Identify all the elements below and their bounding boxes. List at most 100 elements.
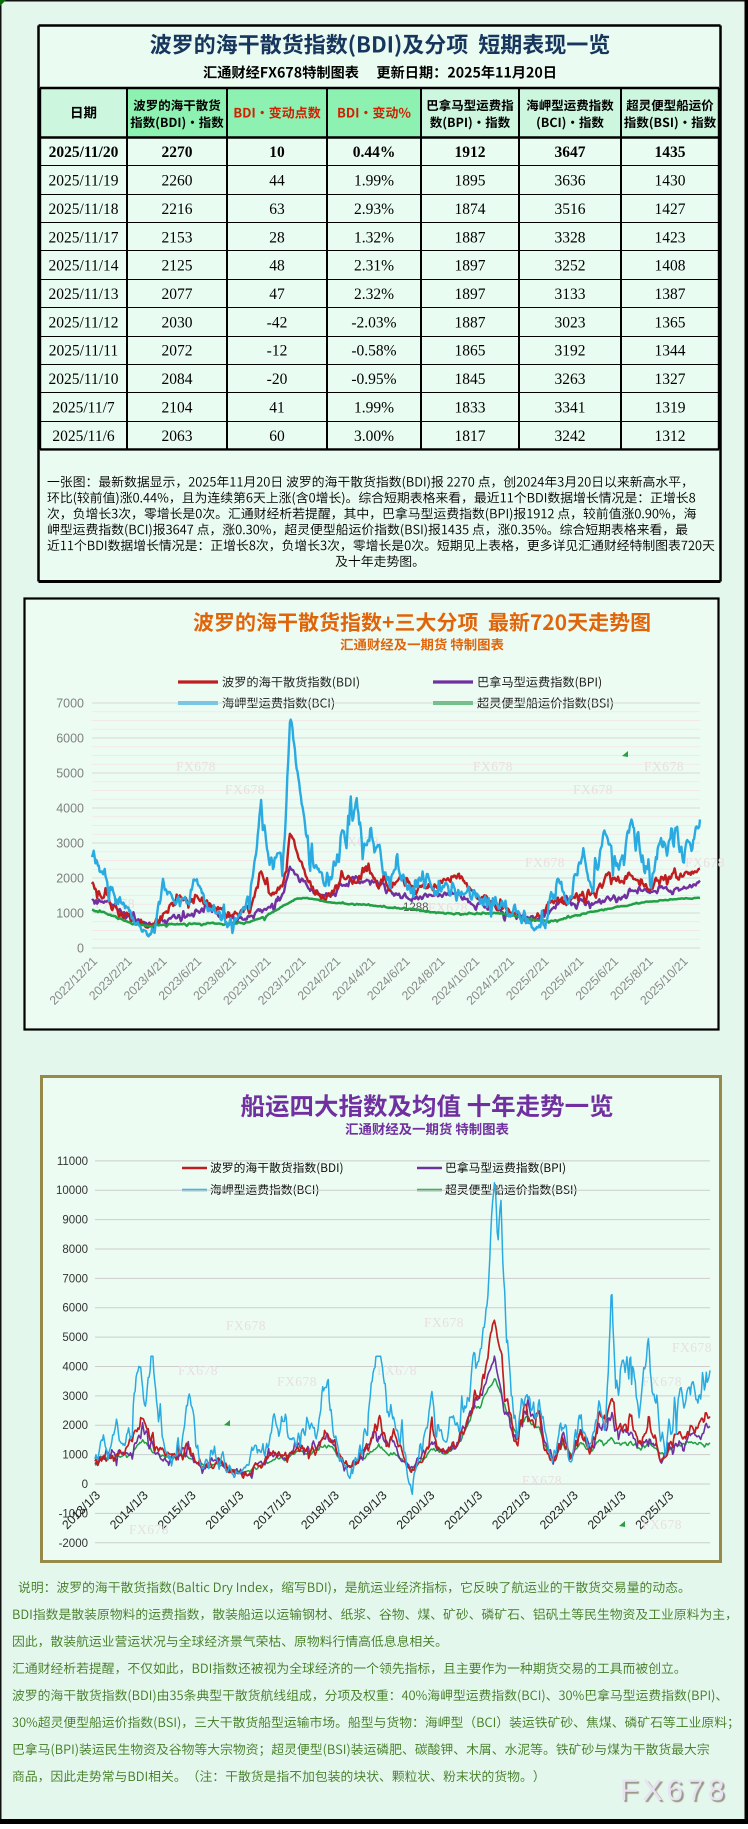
svg-text:3252: 3252: [555, 258, 586, 275]
svg-text:FX678: FX678: [226, 1318, 266, 1333]
svg-text:1365: 1365: [655, 314, 686, 331]
svg-text:1387: 1387: [655, 286, 686, 303]
svg-text:-42: -42: [267, 314, 288, 331]
svg-text:FX678: FX678: [473, 759, 513, 774]
svg-text:4000: 4000: [62, 1361, 88, 1373]
svg-text:-2000: -2000: [59, 1538, 88, 1550]
svg-text:0: 0: [77, 942, 84, 956]
svg-text:1897: 1897: [455, 258, 486, 275]
svg-text:2063: 2063: [162, 428, 193, 445]
svg-text:1435: 1435: [655, 144, 686, 161]
svg-text:1817: 1817: [455, 428, 486, 445]
svg-text:1319: 1319: [655, 399, 686, 416]
svg-text:2025/11/11: 2025/11/11: [49, 343, 118, 360]
svg-text:2.93%: 2.93%: [354, 201, 394, 218]
svg-text:1887: 1887: [455, 229, 486, 246]
svg-text:-20: -20: [267, 371, 288, 388]
svg-text:3133: 3133: [555, 286, 586, 303]
svg-text:1430: 1430: [655, 173, 686, 190]
svg-text:1312: 1312: [655, 428, 686, 445]
svg-text:2025/11/13: 2025/11/13: [48, 286, 118, 303]
svg-text:2030: 2030: [162, 314, 193, 331]
svg-text:2025/11/18: 2025/11/18: [48, 201, 118, 218]
svg-text:2072: 2072: [162, 343, 193, 360]
svg-text:2.31%: 2.31%: [354, 258, 394, 275]
svg-text:2084: 2084: [162, 371, 193, 388]
svg-text:60: 60: [269, 428, 285, 445]
svg-text:1.32%: 1.32%: [354, 229, 394, 246]
svg-text:FX678: FX678: [685, 855, 725, 870]
svg-text:FX678: FX678: [573, 782, 613, 797]
svg-text:1897: 1897: [455, 286, 486, 303]
svg-text:1423: 1423: [655, 229, 686, 246]
svg-text:1000: 1000: [62, 1450, 88, 1462]
svg-text:2000: 2000: [62, 1420, 88, 1432]
svg-text:1327: 1327: [655, 371, 686, 388]
svg-text:3636: 3636: [555, 173, 586, 190]
svg-text:3647: 3647: [555, 144, 586, 161]
svg-text:2025/11/20: 2025/11/20: [49, 144, 119, 161]
svg-text:2104: 2104: [162, 399, 193, 416]
svg-text:6000: 6000: [62, 1303, 88, 1315]
svg-text:3000: 3000: [56, 837, 84, 851]
svg-text:2216: 2216: [162, 201, 193, 218]
svg-text:1344: 1344: [655, 343, 686, 360]
svg-text:10: 10: [269, 144, 285, 161]
svg-text:2025/11/12: 2025/11/12: [48, 314, 118, 331]
svg-text:2025/11/14: 2025/11/14: [48, 258, 118, 275]
svg-text:0: 0: [82, 1479, 88, 1491]
svg-text:4000: 4000: [56, 802, 84, 816]
svg-text:9000: 9000: [62, 1215, 88, 1227]
svg-text:2125: 2125: [162, 258, 193, 275]
svg-text:3.00%: 3.00%: [354, 428, 394, 445]
svg-text:1865: 1865: [455, 343, 486, 360]
svg-text:2025/11/7: 2025/11/7: [52, 399, 115, 416]
svg-text:-0.58%: -0.58%: [351, 343, 396, 360]
svg-text:-2.03%: -2.03%: [351, 314, 396, 331]
svg-text:2025/11/17: 2025/11/17: [48, 229, 118, 246]
svg-text:2000: 2000: [56, 872, 84, 886]
svg-text:6000: 6000: [56, 732, 84, 746]
svg-text:-12: -12: [267, 343, 288, 360]
svg-text:47: 47: [269, 286, 285, 303]
svg-text:FX678: FX678: [642, 1374, 682, 1389]
svg-text:FX678: FX678: [277, 1374, 317, 1389]
svg-text:1874: 1874: [455, 201, 486, 218]
svg-text:FX678: FX678: [672, 1340, 712, 1355]
svg-text:3263: 3263: [555, 371, 586, 388]
svg-text:FX678: FX678: [642, 1517, 682, 1532]
svg-text:3023: 3023: [555, 314, 586, 331]
svg-text:1408: 1408: [655, 258, 686, 275]
svg-text:8000: 8000: [62, 1244, 88, 1256]
svg-text:1845: 1845: [455, 371, 486, 388]
svg-text:FX678: FX678: [129, 1522, 169, 1537]
svg-text:3242: 3242: [555, 428, 586, 445]
svg-text:1.99%: 1.99%: [354, 399, 394, 416]
svg-text:7000: 7000: [56, 697, 84, 711]
svg-text:3192: 3192: [555, 343, 586, 360]
svg-text:5000: 5000: [62, 1332, 88, 1344]
svg-text:63: 63: [269, 201, 285, 218]
svg-text:11000: 11000: [57, 1156, 88, 1168]
svg-text:FX678: FX678: [176, 759, 216, 774]
svg-text:41: 41: [269, 399, 285, 416]
svg-text:0.44%: 0.44%: [353, 144, 396, 161]
svg-text:3341: 3341: [555, 399, 586, 416]
svg-text:FX678: FX678: [620, 1774, 728, 1807]
svg-text:2025/11/10: 2025/11/10: [48, 371, 118, 388]
svg-text:1912: 1912: [455, 144, 486, 161]
svg-text:48: 48: [269, 258, 285, 275]
svg-text:1427: 1427: [655, 201, 686, 218]
svg-text:2.32%: 2.32%: [354, 286, 394, 303]
svg-text:2025/11/19: 2025/11/19: [48, 173, 118, 190]
svg-text:3516: 3516: [555, 201, 586, 218]
svg-text:5000: 5000: [56, 767, 84, 781]
svg-text:FX678: FX678: [525, 855, 565, 870]
svg-text:3328: 3328: [555, 229, 586, 246]
svg-text:1833: 1833: [455, 399, 486, 416]
svg-text:FX678: FX678: [424, 1315, 464, 1330]
svg-text:-0.95%: -0.95%: [351, 371, 396, 388]
svg-text:2077: 2077: [162, 286, 193, 303]
svg-text:FX678: FX678: [522, 1473, 562, 1488]
svg-text:1887: 1887: [455, 314, 486, 331]
